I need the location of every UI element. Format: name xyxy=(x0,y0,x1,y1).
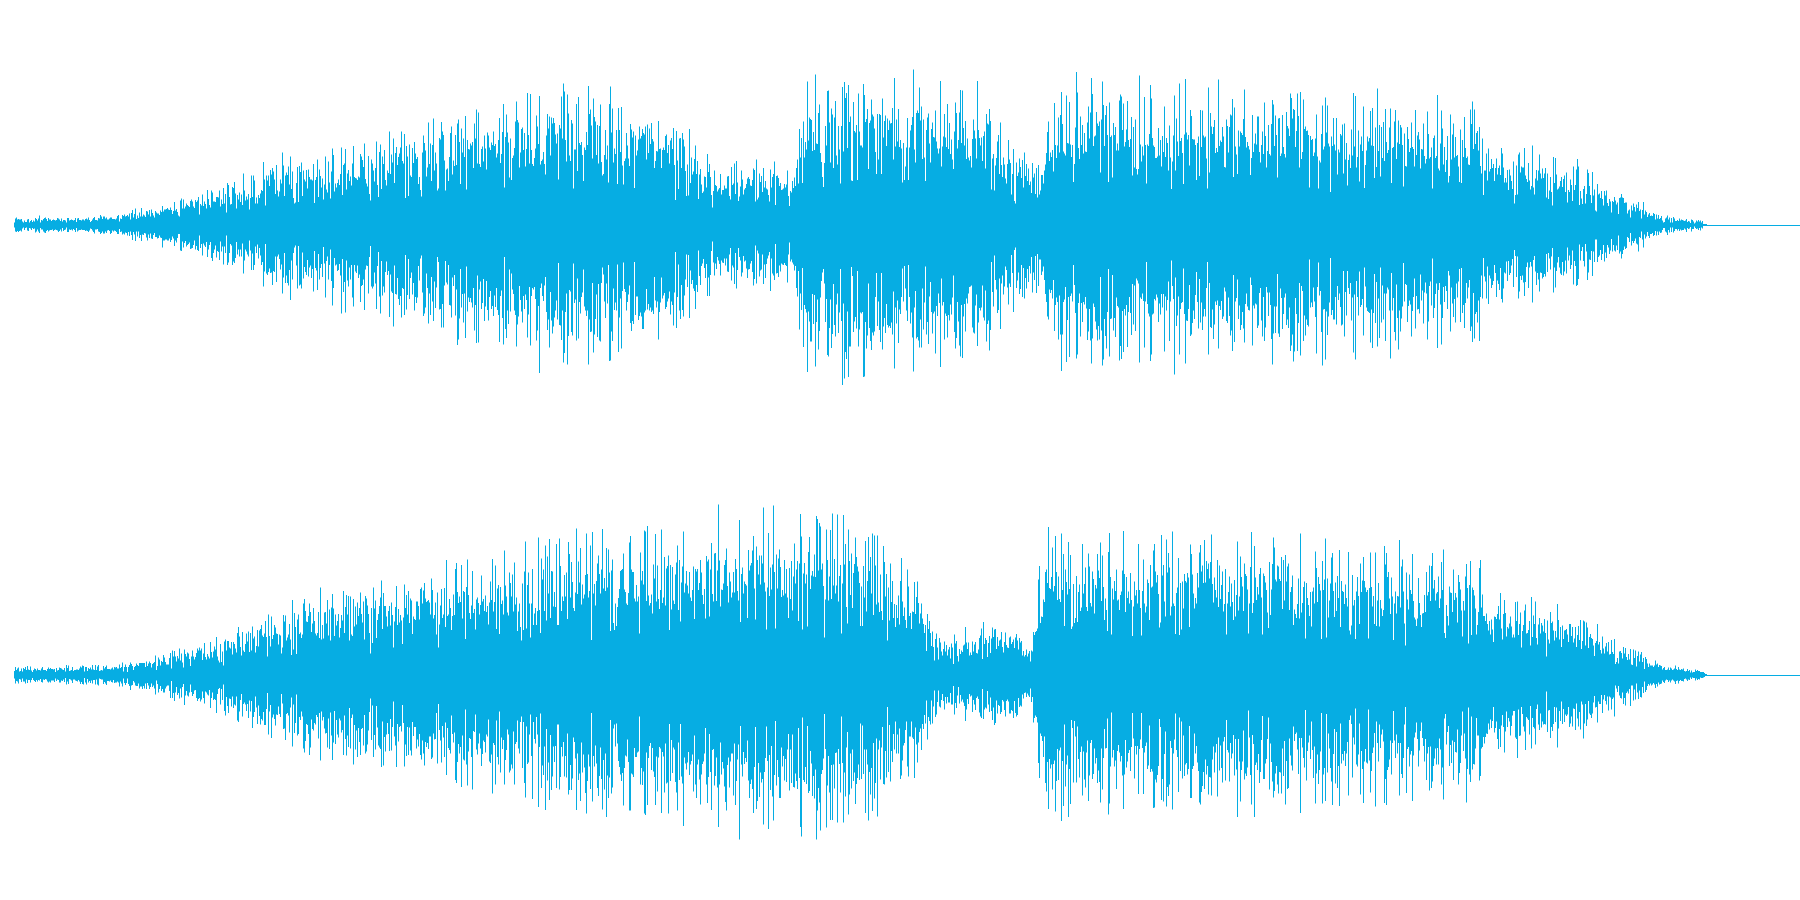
left-channel-waveform-path xyxy=(14,69,1707,385)
right-channel-waveform xyxy=(14,504,1800,840)
left-channel-lane xyxy=(14,69,1800,385)
right-channel-lane xyxy=(0,450,1800,900)
right-channel-waveform-path xyxy=(14,504,1707,840)
left-channel-waveform xyxy=(14,69,1800,385)
